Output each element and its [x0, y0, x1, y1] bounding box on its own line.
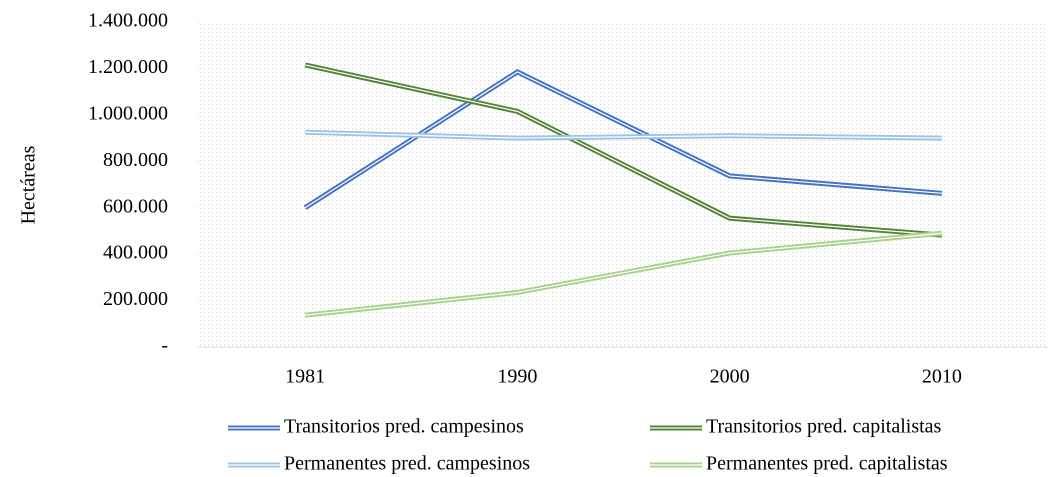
y-tick-label: 400.000 [103, 242, 168, 264]
legend-label: Transitorios pred. campesinos [284, 416, 524, 438]
series-line-inner [305, 131, 942, 139]
y-tick-label: - [161, 335, 168, 357]
series-line-inner [305, 232, 942, 316]
legend-label: Permanentes pred. capitalistas [706, 453, 948, 475]
x-tick-label: 2000 [710, 366, 750, 388]
y-axis-label: Hectáreas [18, 145, 40, 224]
series-line-inner [304, 71, 942, 209]
y-tick-label: 800.000 [103, 149, 168, 171]
legend-label: Transitorios pred. capitalistas [706, 416, 942, 438]
y-tick-label: 1.200.000 [88, 56, 168, 78]
series-line-inner [304, 64, 942, 236]
y-tick-label: 1.000.000 [88, 102, 168, 124]
y-tick-label: 1.400.000 [88, 10, 168, 32]
y-tick-label: 600.000 [103, 195, 168, 217]
x-tick-label: 1981 [285, 366, 325, 388]
legend-label: Permanentes pred. campesinos [284, 453, 530, 475]
x-tick-label: 1990 [497, 366, 537, 388]
x-tick-label: 2010 [922, 366, 962, 388]
y-tick-label: 200.000 [103, 288, 168, 310]
